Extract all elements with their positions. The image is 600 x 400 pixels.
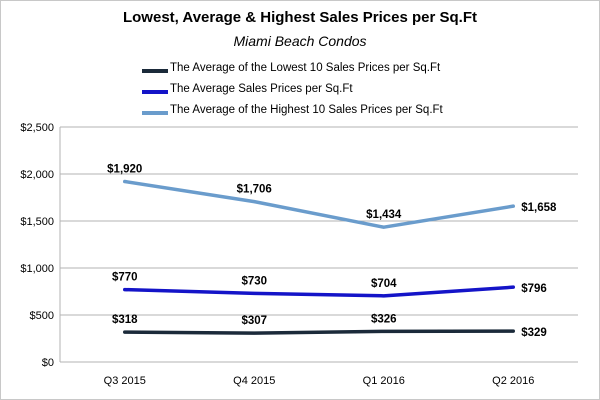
data-label: $730	[241, 275, 267, 287]
chart-subtitle: Miami Beach Condos	[233, 33, 367, 49]
legend-swatch-lowest	[142, 69, 168, 73]
legend-label-lowest: The Average of the Lowest 10 Sales Price…	[170, 62, 441, 74]
x-tick-label: Q3 2015	[104, 375, 146, 387]
y-tick-label: $0	[42, 357, 54, 369]
y-tick-label: $500	[30, 310, 54, 322]
data-label: $1,658	[521, 202, 557, 214]
legend-swatch-highest	[142, 111, 168, 115]
chart-title: Lowest, Average & Highest Sales Prices p…	[122, 9, 477, 26]
x-tick-label: Q4 2015	[233, 375, 275, 387]
legend-item-average: The Average Sales Prices per Sq.Ft	[130, 83, 530, 104]
x-tick-label: Q1 2016	[363, 375, 405, 387]
series-line-highest	[123, 179, 515, 229]
legend-swatch-average	[142, 90, 168, 94]
y-tick-label: $2,000	[20, 169, 54, 181]
y-tick-label: $2,500	[20, 122, 54, 134]
data-label: $796	[521, 283, 547, 295]
y-tick-label: $1,000	[20, 263, 54, 275]
data-label: $329	[521, 327, 547, 339]
legend-item-highest: The Average of the Highest 10 Sales Pric…	[130, 104, 530, 125]
series-line-average	[123, 285, 515, 298]
data-label: $307	[241, 315, 267, 327]
legend-item-lowest: The Average of the Lowest 10 Sales Price…	[130, 62, 530, 83]
legend-label-highest: The Average of the Highest 10 Sales Pric…	[170, 104, 443, 116]
data-label: $1,920	[107, 164, 142, 176]
data-label: $326	[371, 313, 397, 325]
chart-legend: The Average of the Lowest 10 Sales Price…	[130, 62, 530, 125]
data-label: $318	[112, 314, 138, 326]
data-label: $1,706	[237, 184, 272, 196]
data-label: $704	[371, 278, 397, 290]
series-line-lowest	[123, 329, 515, 335]
data-label: $770	[112, 272, 138, 284]
y-tick-label: $1,500	[20, 216, 54, 228]
data-label: $1,434	[366, 209, 402, 221]
legend-label-average: The Average Sales Prices per Sq.Ft	[170, 83, 353, 95]
x-tick-label: Q2 2016	[492, 375, 534, 387]
